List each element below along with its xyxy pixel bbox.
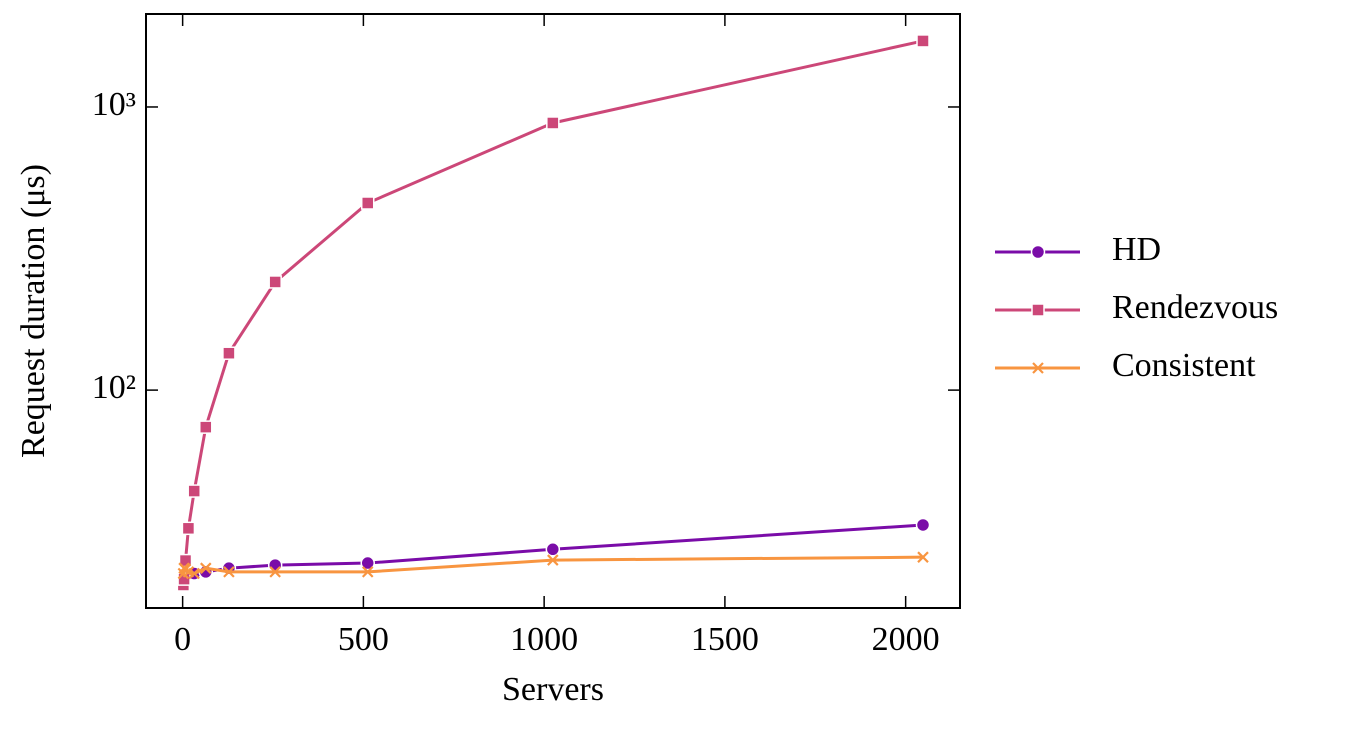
marker (545, 542, 561, 557)
marker (187, 484, 201, 498)
x-axis-label: Servers (502, 671, 604, 708)
marker (268, 275, 282, 289)
marker (917, 551, 929, 563)
marker (360, 196, 375, 210)
marker (360, 555, 375, 571)
legend-symbol (1030, 244, 1046, 260)
plot-frame (145, 13, 961, 609)
marker (199, 420, 213, 434)
x-tick-label: 2000 (872, 621, 940, 658)
legend-label: HD (1112, 231, 1161, 268)
legend-symbol (1032, 362, 1044, 374)
marker (222, 346, 236, 360)
y-axis-label: Request duration (μs) (15, 164, 52, 458)
x-tick-label: 1000 (510, 621, 578, 658)
marker (267, 557, 283, 573)
marker (915, 517, 931, 533)
marker (269, 566, 281, 578)
x-tick-label: 1500 (691, 621, 759, 658)
marker (188, 567, 200, 580)
legend-marker (1030, 244, 1046, 260)
legend-symbol (1031, 303, 1045, 317)
legend-label: Consistent (1112, 347, 1256, 384)
series (177, 551, 929, 580)
marker (546, 116, 560, 130)
legend-label: Rendezvous (1112, 289, 1278, 326)
series (176, 517, 931, 590)
y-tick-label: 10³ (92, 86, 136, 123)
marker (181, 521, 196, 536)
y-tick-label: 10² (92, 369, 136, 406)
x-tick-label: 0 (174, 621, 191, 658)
legend-marker (1032, 362, 1044, 374)
marker (199, 562, 212, 574)
x-tick-label: 500 (338, 621, 389, 658)
marker (916, 34, 930, 48)
series (176, 34, 930, 592)
marker (547, 554, 559, 566)
marker (361, 566, 374, 578)
marker (223, 566, 235, 578)
legend-marker (1031, 303, 1045, 317)
